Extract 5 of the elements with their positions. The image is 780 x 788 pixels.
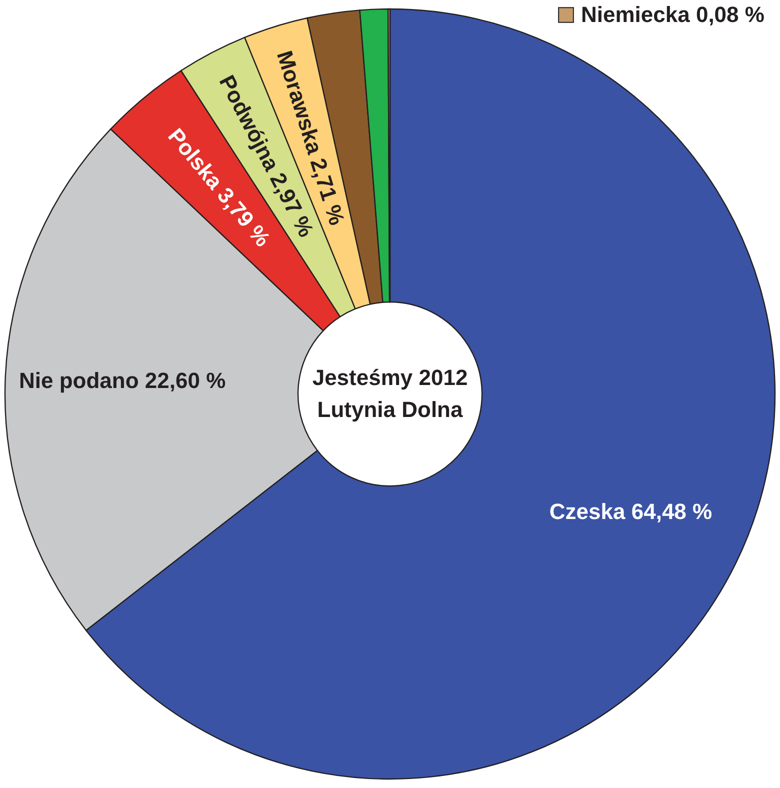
- legend-label: Niemiecka 0,08 %: [581, 2, 764, 27]
- slice-label: Nie podano 22,60 %: [19, 368, 226, 393]
- text: Lutynia Dolna: [317, 397, 464, 422]
- text: Jesteśmy 2012: [312, 365, 468, 390]
- slice-label: Czeska 64,48 %: [549, 498, 712, 524]
